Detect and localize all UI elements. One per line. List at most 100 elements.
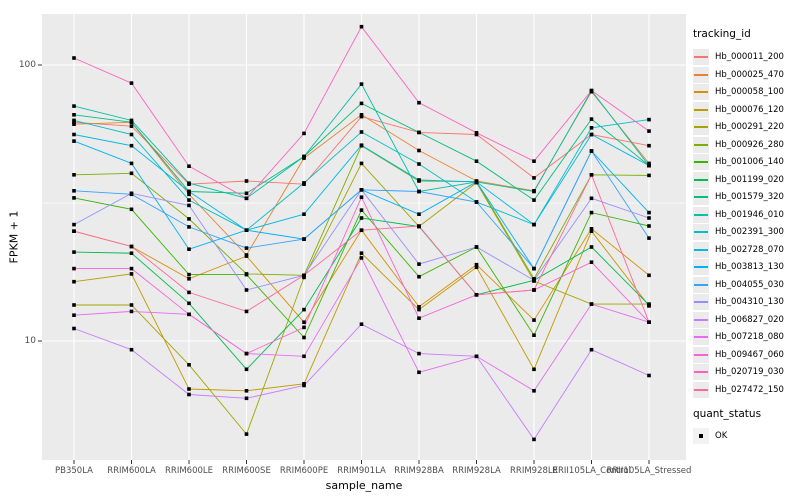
data-point (72, 122, 76, 126)
legend-item: Hb_000926_280 (693, 136, 799, 153)
data-point (417, 130, 421, 135)
data-point (187, 312, 191, 317)
legend-item-label: Hb_006827_020 (715, 314, 784, 325)
x-tick-label-RRIM928BA: RRIM928BA (394, 466, 444, 476)
data-point (589, 260, 594, 264)
data-point (474, 262, 479, 267)
data-point (129, 124, 134, 128)
data-point (187, 290, 191, 295)
x-axis-title: sample_name (325, 479, 403, 492)
data-point (359, 24, 364, 29)
data-point (244, 196, 249, 201)
legend-item: Hb_020719_030 (693, 364, 799, 380)
data-point (532, 389, 536, 393)
data-point (532, 437, 536, 442)
black-square-point-icon (699, 433, 703, 438)
legend-key-icon (693, 101, 709, 118)
data-point (302, 275, 306, 280)
legend-key-icon (693, 311, 709, 328)
data-point (72, 222, 76, 227)
legend-key-icon (693, 276, 709, 293)
data-point (647, 236, 651, 240)
data-point (417, 178, 421, 182)
data-point (589, 210, 594, 215)
data-point (302, 212, 306, 216)
legend-item: Hb_000025_470 (693, 66, 799, 83)
data-point (647, 373, 651, 378)
x-tick-label-RRIM600LA: RRIM600LA (107, 466, 156, 476)
legend-item-label: Hb_001579_320 (715, 192, 784, 202)
data-point (72, 279, 76, 284)
x-tick-label-RRIM600PE: RRIM600PE (279, 466, 329, 476)
x-tick-label-RRIM901LA: RRIM901LA (337, 466, 386, 476)
data-point (244, 432, 249, 436)
data-point (359, 143, 364, 147)
legend-key-icon (693, 294, 709, 310)
data-point (474, 200, 479, 204)
legend-line-swatch (694, 178, 708, 181)
data-point (417, 262, 421, 266)
legend-line-swatch (694, 336, 708, 338)
data-point (72, 173, 76, 177)
legend-line-swatch (694, 318, 708, 321)
legend-key-icon (693, 84, 709, 100)
legend-line-swatch (694, 301, 708, 303)
data-point (532, 198, 536, 202)
data-point (129, 251, 134, 255)
data-point (359, 114, 364, 119)
legend-item-label: Hb_027472_150 (715, 384, 784, 395)
legend-item-label: Hb_002728_070 (715, 244, 784, 255)
legend-line-swatch (694, 91, 708, 93)
legend-item-label: Hb_004055_030 (715, 279, 784, 290)
data-point (187, 217, 191, 221)
data-point (359, 101, 364, 106)
data-point (532, 367, 536, 372)
x-tick-label-RRII105LA_Stressed: RRII105LA_Stressed (606, 466, 692, 476)
legend-item-label: Hb_020719_030 (715, 367, 784, 377)
data-point (302, 307, 306, 312)
data-point (359, 188, 364, 192)
data-point (72, 196, 76, 200)
legend-line-swatch (694, 126, 708, 128)
legend-item: Hb_004055_030 (693, 276, 799, 293)
data-point (129, 143, 134, 148)
data-point (72, 229, 76, 233)
legend-item-label: Hb_004310_130 (715, 297, 784, 307)
legend-title-tracking-id: tracking_id (693, 28, 751, 40)
data-point (129, 272, 134, 276)
data-point (647, 216, 651, 220)
data-point (647, 303, 651, 307)
data-point (129, 171, 134, 176)
legend-key-icon (693, 206, 709, 223)
data-point (532, 189, 536, 194)
data-point (244, 179, 249, 183)
data-point (647, 210, 651, 215)
data-point (532, 266, 536, 271)
legend-key-icon (693, 66, 709, 83)
legend-item-label: Hb_000076_120 (715, 104, 784, 115)
legend-item: Hb_000011_200 (693, 49, 799, 65)
data-point (359, 251, 364, 255)
legend-item-label: Hb_003813_130 (715, 262, 784, 272)
data-point (417, 212, 421, 216)
legend-line-swatch (694, 196, 708, 198)
legend-item-label: Hb_007218_080 (715, 332, 784, 342)
legend-key-icon (693, 189, 709, 205)
data-point (244, 288, 249, 292)
data-point (129, 244, 134, 249)
data-point (532, 278, 536, 283)
legend-item-label: Hb_000058_100 (715, 87, 784, 97)
data-point (359, 130, 364, 134)
legend-item-label: Hb_000926_280 (715, 139, 784, 150)
legend-item: Hb_001006_140 (693, 154, 799, 170)
data-point (647, 163, 651, 168)
data-point (72, 250, 76, 254)
data-point (589, 132, 594, 137)
data-point (244, 389, 249, 393)
legend-key-icon (693, 364, 709, 380)
x-tick-label-RRIM600LE: RRIM600LE (165, 466, 213, 476)
data-point (187, 198, 191, 202)
data-point (417, 370, 421, 375)
legend-line-swatch (694, 371, 708, 373)
data-point (72, 132, 76, 137)
